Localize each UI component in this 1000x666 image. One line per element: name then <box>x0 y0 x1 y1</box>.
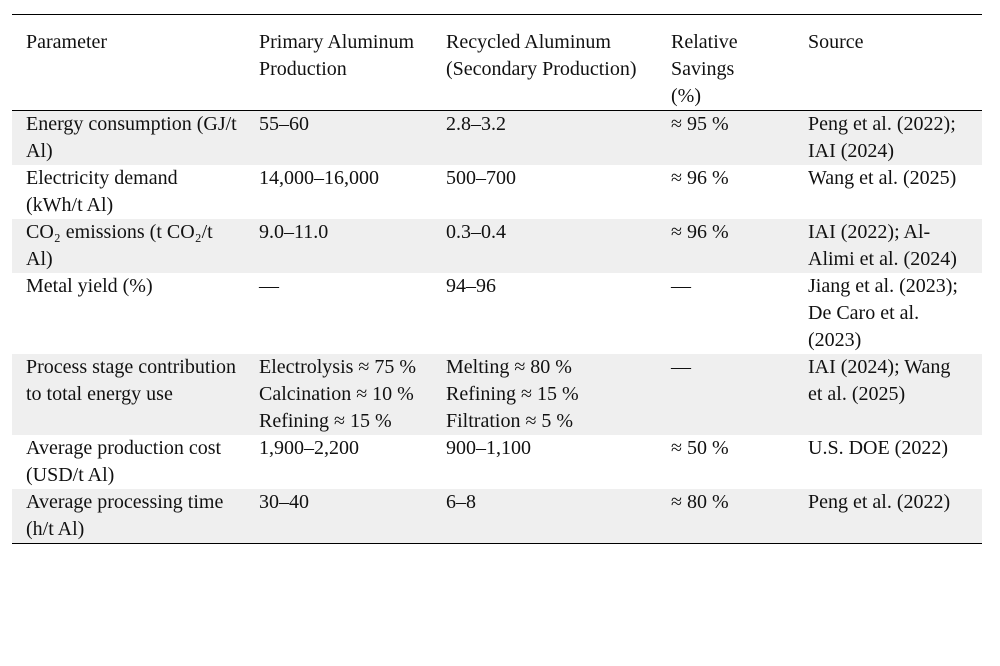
table-cell: — <box>259 275 279 297</box>
table-cell: IAI (2024); Wang et al. (2025) <box>796 354 982 435</box>
header-cell: Recycled Aluminum (Secondary Production) <box>434 14 659 111</box>
cell-line: Filtration ≈ 5 % <box>446 410 574 432</box>
table-cell: — <box>671 275 691 297</box>
header-cell: Parameter <box>12 14 247 111</box>
table-cell: Electrolysis ≈ 75 % Calcination ≈ 10 % Ref… <box>247 354 434 435</box>
table-cell: 14,000–16,000 <box>259 167 379 189</box>
table-cell: Average processing time (h/t Al) <box>12 489 247 544</box>
table-cell: IAI (2022); Al-Alimi et al. (2024) <box>796 219 982 273</box>
table-row: Average production cost (USD/t Al) 1,900–… <box>12 435 982 489</box>
table-cell: U.S. DOE (2022) <box>808 437 948 459</box>
table-body: Energy consumption (GJ/t Al) 55–60 2.8–3.2… <box>12 110 982 544</box>
table-cell: ≈ 96 % <box>671 167 729 189</box>
table-row: CO₂ emissions (t CO₂/t Al) 9.0–11.0 0.3–0.… <box>12 219 982 273</box>
table-cell: Process stage contribution to total ener… <box>12 354 247 435</box>
table-cell: ≈ 50 % <box>671 437 729 459</box>
cell-line: Calcination ≈ 10 % <box>259 383 414 405</box>
table-row: Process stage contribution to total ener… <box>12 354 982 435</box>
table-cell: 0.3–0.4 <box>434 219 659 273</box>
table-cell: 900–1,100 <box>446 437 531 459</box>
table-row: Energy consumption (GJ/t Al) 55–60 2.8–3.2… <box>12 110 982 165</box>
table-cell: 55–60 <box>247 110 434 165</box>
table-cell: ≈ 96 % <box>659 219 796 273</box>
table-header: Parameter Primary Aluminum Production Recy… <box>12 14 982 111</box>
table-cell: Average production cost (USD/t Al) <box>26 437 222 486</box>
table-cell: Energy consumption (GJ/t Al) <box>12 110 247 165</box>
table-cell: Melting ≈ 80 % Refining ≈ 15 % Filtration … <box>434 354 659 435</box>
table-cell: Metal yield (%) <box>26 275 153 297</box>
table-cell: Peng et al. (2022); IAI (2024) <box>796 110 982 165</box>
table-cell: 1,900–2,200 <box>259 437 359 459</box>
table-cell: 2.8–3.2 <box>434 110 659 165</box>
table-row: Metal yield (%) — 94–96 — Jiang et al. (2023… <box>12 273 982 354</box>
cell-line: Refining ≈ 15 % <box>259 410 392 432</box>
table-cell: CO₂ emissions (t CO₂/t Al) <box>12 219 247 273</box>
table-row: Electricity demand (kWh/t Al) 14,000–16,0… <box>12 165 982 219</box>
table-cell: 94–96 <box>446 275 496 297</box>
table-cell: 9.0–11.0 <box>247 219 434 273</box>
cell-line: Refining ≈ 15 % <box>446 383 579 405</box>
cell-line: Melting ≈ 80 % <box>446 356 572 378</box>
table-cell: ≈ 95 % <box>659 110 796 165</box>
header-cell: Primary Aluminum Production <box>247 14 434 111</box>
header-cell: Relative Savings (%) <box>659 14 796 111</box>
data-table: Parameter Primary Aluminum Production Recy… <box>12 14 982 544</box>
table-cell: Jiang et al. (2023); De Caro et al. (202… <box>808 275 958 351</box>
table-cell: Peng et al. (2022) <box>796 489 982 544</box>
header-cell: Source <box>796 14 982 111</box>
header-row: Parameter Primary Aluminum Production Recy… <box>12 14 982 111</box>
table-cell: 30–40 <box>247 489 434 544</box>
table-cell: 500–700 <box>446 167 516 189</box>
table-cell: — <box>659 354 796 435</box>
table-row: Average processing time (h/t Al) 30–40 6–8… <box>12 489 982 544</box>
table-cell: Wang et al. (2025) <box>808 167 957 189</box>
table-cell: ≈ 80 % <box>659 489 796 544</box>
table-cell: 6–8 <box>434 489 659 544</box>
table-cell: Electricity demand (kWh/t Al) <box>26 167 178 216</box>
cell-line: Electrolysis ≈ 75 % <box>259 356 417 378</box>
